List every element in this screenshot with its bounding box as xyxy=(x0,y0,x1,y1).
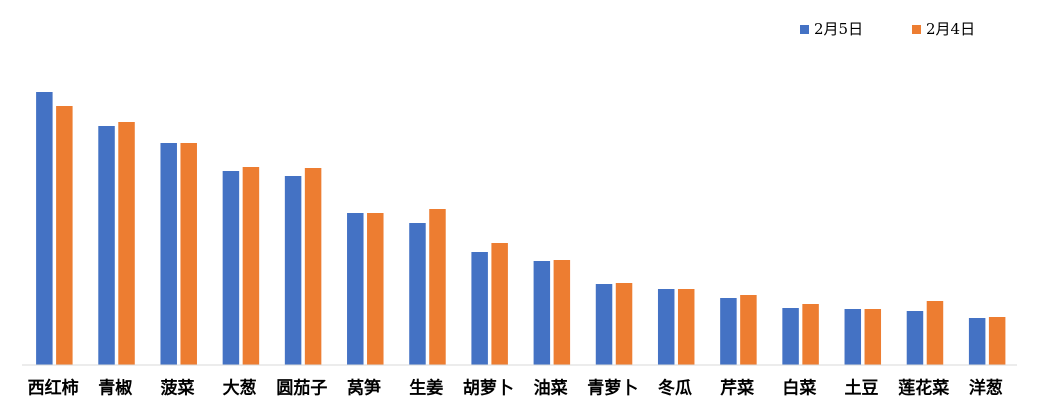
bar xyxy=(615,283,633,365)
bar xyxy=(864,309,882,365)
bar xyxy=(242,167,260,365)
bar xyxy=(304,168,322,365)
bar xyxy=(429,209,446,365)
bar xyxy=(98,126,115,365)
bar xyxy=(118,122,135,365)
x-tick-label: 青椒 xyxy=(98,378,132,399)
x-tick-label: 莲花菜 xyxy=(898,378,950,399)
bar xyxy=(56,106,73,365)
x-tick-label: 冬瓜 xyxy=(658,378,692,399)
legend-swatch xyxy=(912,25,921,34)
bar xyxy=(720,298,737,365)
bar xyxy=(36,92,53,365)
x-tick-label: 圆茄子 xyxy=(276,378,327,399)
bar xyxy=(347,213,364,365)
bar xyxy=(906,311,924,365)
bar xyxy=(491,243,508,365)
bar xyxy=(677,289,695,365)
x-tick-label: 生姜 xyxy=(409,378,443,399)
x-tick-label: 芹菜 xyxy=(720,378,755,399)
bar xyxy=(926,301,944,365)
bar xyxy=(533,261,551,365)
x-tick-label: 洋葱 xyxy=(969,378,1003,399)
x-tick-label: 莴笋 xyxy=(347,378,381,399)
x-tick-label: 油菜 xyxy=(534,378,569,399)
bar xyxy=(968,318,986,365)
legend-swatch xyxy=(800,25,809,34)
bar xyxy=(802,304,819,365)
bar xyxy=(782,308,799,365)
x-tick-label: 胡萝卜 xyxy=(463,378,514,399)
bar xyxy=(222,171,240,365)
bar xyxy=(284,176,302,365)
bar xyxy=(367,213,384,365)
legend-label: 2月4日 xyxy=(926,20,975,38)
x-tick-label: 土豆 xyxy=(845,378,879,399)
x-tick-label: 大葱 xyxy=(223,378,257,399)
bar xyxy=(180,143,197,365)
bar xyxy=(988,317,1006,365)
bar xyxy=(471,252,488,365)
x-tick-label: 菠菜 xyxy=(160,379,195,399)
bar xyxy=(553,260,571,365)
bar xyxy=(409,223,426,365)
bar xyxy=(160,143,177,365)
x-tick-label: 白菜 xyxy=(782,378,817,399)
bar xyxy=(844,309,862,365)
x-tick-label: 青萝卜 xyxy=(587,378,638,399)
bar xyxy=(657,289,675,365)
x-tick-label: 西红柿 xyxy=(28,378,79,399)
bar xyxy=(740,295,757,365)
bar xyxy=(595,284,613,365)
legend-label: 2月5日 xyxy=(814,20,863,38)
